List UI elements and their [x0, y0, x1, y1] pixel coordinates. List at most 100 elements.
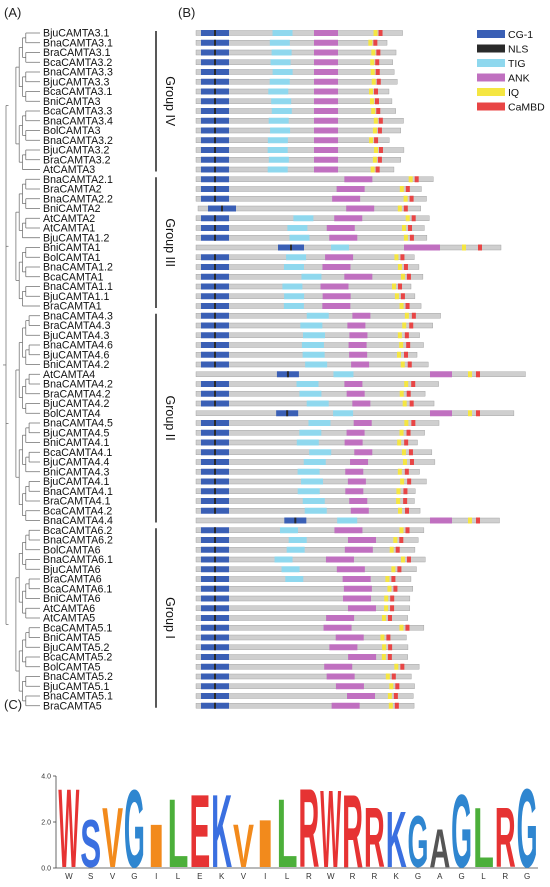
cambd-domain [405, 186, 410, 192]
nls-domain [214, 98, 216, 105]
tig-domain [333, 410, 354, 417]
protein-backbone [195, 176, 434, 182]
iq-domain [369, 137, 374, 144]
nls-domain [214, 683, 216, 690]
logo-position-label: I [155, 872, 157, 881]
protein-backbone [195, 644, 409, 650]
logo-letter: I [146, 812, 167, 880]
iq-domain [371, 78, 376, 85]
nls-domain [214, 478, 216, 485]
nls-domain [214, 108, 216, 114]
ank-domain [325, 254, 354, 261]
protein-backbone [195, 196, 427, 202]
ank-domain [314, 39, 338, 46]
nls-domain [214, 264, 216, 270]
nls-domain [214, 234, 216, 241]
cambd-domain [404, 351, 409, 358]
taxon-label: BjuCAMTA6 [43, 564, 101, 576]
cambd-domain [378, 30, 383, 36]
iq-domain [400, 361, 405, 368]
cambd-domain [408, 449, 413, 456]
protein-backbone [195, 59, 393, 65]
logo-position-label: R [306, 872, 312, 881]
protein-backbone [195, 303, 422, 309]
cambd-domain [404, 332, 409, 339]
logo-letter: G [451, 774, 472, 887]
nls-domain [214, 332, 216, 339]
logo-letter: K [386, 795, 407, 884]
taxon-label: BniCAMTA6 [43, 593, 101, 605]
taxon-label: BniCAMTA5 [43, 632, 101, 644]
tig-domain [301, 342, 324, 348]
tig-domain [279, 527, 298, 534]
logo-y-tick-label: 2.0 [41, 820, 51, 827]
cambd-domain [404, 468, 409, 475]
cambd-domain [376, 49, 381, 56]
iq-domain [402, 459, 407, 465]
iq-domain [396, 488, 401, 495]
ank-domain [349, 498, 368, 504]
taxon-label: BniCAMTA4.1 [43, 437, 109, 449]
group-brackets: Group IV Group III Group II Group I [155, 31, 177, 708]
logo-letter: W [58, 765, 79, 887]
iq-domain [392, 283, 397, 290]
cambd-domain [376, 108, 381, 114]
cambd-domain [403, 205, 408, 212]
group-label: Group III [163, 218, 177, 267]
protein-backbone [195, 566, 417, 572]
iq-domain [368, 39, 373, 46]
nls-domain [214, 322, 216, 329]
tig-domain [272, 30, 293, 36]
panel-label-c: (C) [4, 697, 22, 712]
iq-domain [373, 147, 378, 153]
taxon-label: BnaCAMTA2.1 [43, 174, 113, 186]
tig-domain [285, 576, 304, 582]
taxon-label: AtCAMTA4 [43, 369, 95, 381]
taxon-label: BjuCAMTA1.2 [43, 232, 109, 244]
ank-domain [314, 49, 338, 56]
cambd-domain [407, 361, 412, 368]
taxon-label: AtCAMTA1 [43, 223, 95, 235]
ank-domain [314, 98, 338, 105]
iq-domain [468, 410, 472, 417]
iq-domain [402, 225, 407, 231]
ank-domain [314, 108, 338, 114]
cambd-domain [411, 381, 416, 387]
cambd-domain [390, 595, 395, 602]
ank-domain [334, 215, 363, 222]
ank-domain [324, 663, 353, 670]
iq-domain [387, 693, 392, 699]
iq-domain [368, 88, 373, 95]
logo-position-label: V [241, 872, 247, 881]
iq-domain [404, 312, 409, 319]
cambd-domain [405, 507, 410, 514]
nls-domain [214, 702, 216, 709]
ank-domain [326, 225, 355, 231]
ank-domain [314, 147, 338, 153]
ank-domain [325, 556, 354, 563]
logo-position-label: R [350, 872, 356, 881]
cambd-domain [405, 303, 410, 309]
logo-position-label: W [65, 872, 73, 881]
taxon-label: BnaCAMTA3.4 [43, 115, 113, 127]
legend-swatch [477, 102, 505, 111]
iq-domain [394, 293, 399, 300]
protein-backbone [195, 615, 409, 621]
tig-domain [268, 156, 289, 163]
iq-domain [398, 507, 403, 514]
nls-domain [214, 634, 216, 641]
taxon-label: AtCAMTA2 [43, 213, 95, 225]
nls-domain [214, 127, 216, 134]
ank-domain [329, 234, 358, 241]
protein-backbone [195, 595, 411, 602]
tig-domain [281, 566, 300, 573]
iq-domain [396, 498, 401, 504]
protein-backbone [195, 576, 412, 582]
nls-domain [214, 468, 216, 475]
iq-domain [468, 371, 472, 378]
nls-domain [214, 195, 216, 202]
tig-domain [304, 507, 327, 514]
nls-domain [214, 546, 216, 553]
taxon-label: BnaCAMTA1.2 [43, 262, 113, 274]
